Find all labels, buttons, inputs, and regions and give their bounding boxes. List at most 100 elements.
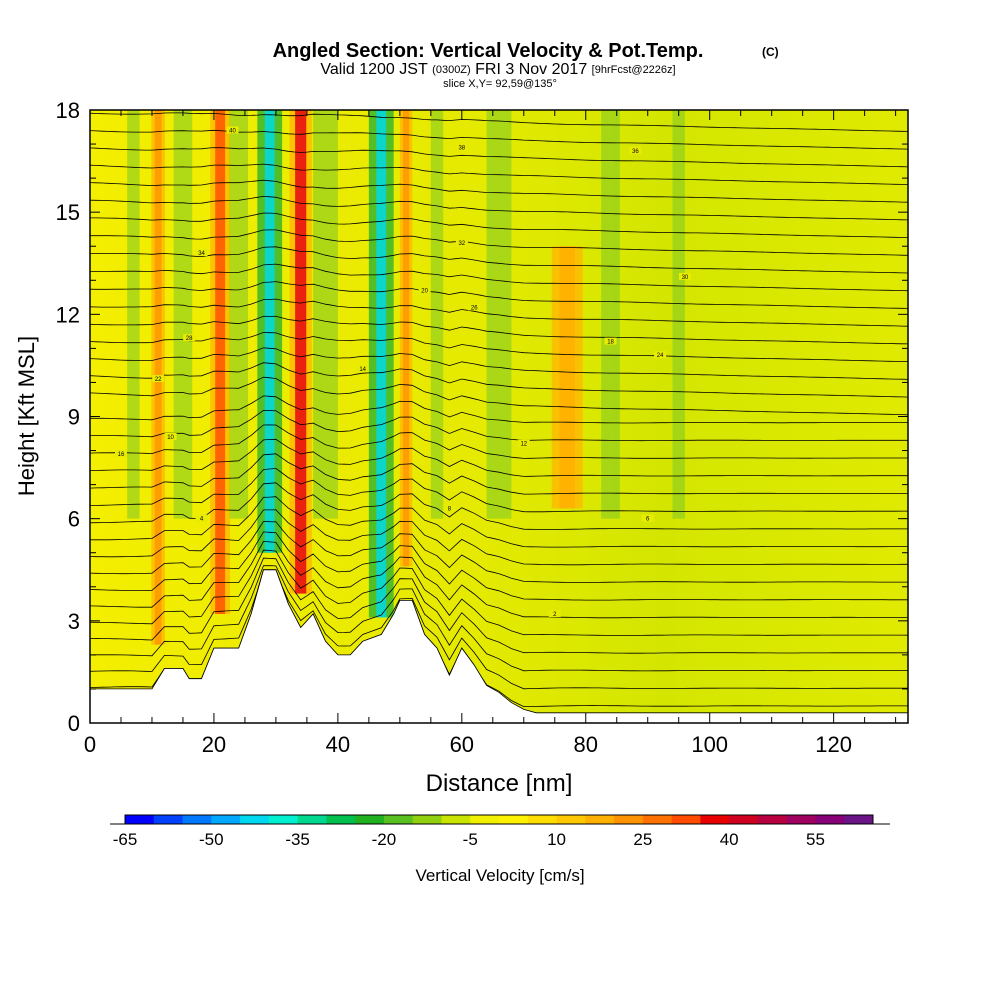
contour-label: 30 <box>682 275 689 281</box>
colorbar-swatch <box>125 815 155 824</box>
theta-contour-line <box>90 565 908 672</box>
contour-label-bg <box>195 249 208 257</box>
chart-title-mark: (C) <box>762 45 779 59</box>
sink-band <box>672 110 685 519</box>
colorbar-swatch <box>815 815 845 824</box>
colorbar-swatch <box>268 815 299 824</box>
colorbar-swatch <box>671 815 701 824</box>
theta-contour-line <box>90 549 908 636</box>
contour-label: 12 <box>520 442 527 448</box>
theta-contour-line <box>90 347 908 380</box>
colorbar-swatch <box>527 815 558 824</box>
contour-label-bg <box>164 432 177 440</box>
theta-contour-line <box>90 147 908 168</box>
contour-label: 14 <box>359 367 366 373</box>
terrain-profile <box>90 569 908 723</box>
sink-band <box>313 110 338 519</box>
y-tick-label: 9 <box>68 405 80 430</box>
theta-contour-line <box>90 557 908 654</box>
x-tick-label: 120 <box>815 732 852 757</box>
x-axis-label: Distance [nm] <box>426 770 573 797</box>
theta-contour-line <box>90 395 908 424</box>
colorbar-swatch <box>297 815 327 824</box>
theta-contour-line <box>90 569 908 690</box>
y-tick-label: 12 <box>56 302 80 327</box>
colorbar-swatch <box>757 815 788 824</box>
updraft-band <box>295 110 307 594</box>
x-tick-label: 40 <box>326 732 350 757</box>
contour-label: 40 <box>229 128 236 134</box>
chart-title: Angled Section: Vertical Velocity & Pot.… <box>273 40 704 62</box>
colorbar-swatch <box>470 815 500 824</box>
colorbar-swatch <box>383 815 414 824</box>
contour-label-bg <box>604 337 617 345</box>
contour-label-bg <box>548 610 561 618</box>
colorbar-tick-label: 55 <box>806 830 825 849</box>
y-tick-label: 3 <box>68 609 80 634</box>
sink-band <box>173 110 193 519</box>
contour-label: 8 <box>448 506 452 512</box>
theta-contour-line <box>90 179 908 203</box>
colorbar-swatch <box>211 815 241 824</box>
subtitle-utc: (0300Z) <box>432 64 471 76</box>
contour-label-bg <box>152 375 165 383</box>
theta-contour-line <box>90 281 908 309</box>
contour-label-bg <box>443 504 456 512</box>
sink-band <box>430 110 444 519</box>
theta-contour-line <box>90 520 908 583</box>
theta-contour-line <box>90 112 908 132</box>
sink-band <box>127 110 140 519</box>
colorbar-swatch <box>700 815 730 824</box>
subtitle-date: FRI 3 Nov 2017 <box>475 61 587 78</box>
contour-label: 16 <box>118 452 125 458</box>
theta-contour-line <box>90 246 908 274</box>
subtitle-forecast: [9hrFcst@2226z] <box>592 64 676 76</box>
colorbar-swatch <box>642 815 673 824</box>
contour-label-bg <box>654 351 667 359</box>
y-tick-label: 6 <box>68 507 80 532</box>
theta-contour-line <box>90 298 908 327</box>
contour-label: 2 <box>553 612 557 618</box>
sink-band <box>601 110 620 519</box>
theta-contour-line <box>90 212 908 238</box>
y-tick-label: 15 <box>56 200 80 225</box>
colorbar-swatch <box>585 815 615 824</box>
colorbar-swatch <box>844 815 874 824</box>
y-tick-label: 18 <box>56 98 80 123</box>
theta-contour-line <box>90 540 908 619</box>
contour-label: 20 <box>421 288 428 294</box>
colorbar-swatch <box>614 815 644 824</box>
theta-contour-line <box>90 509 908 566</box>
theta-contour-line <box>90 362 908 398</box>
subtitle-lead: Valid 1200 JST <box>320 61 428 78</box>
updraft-band <box>559 246 575 509</box>
theta-contour-line <box>90 453 908 495</box>
theta-contour-line <box>90 467 908 513</box>
colorbar-tick-label: -50 <box>199 830 224 849</box>
theta-contour-line <box>90 163 908 185</box>
contour-label-bg <box>468 303 481 311</box>
slice-label: slice X,Y= 92,59@135° <box>443 78 557 90</box>
contour-label-bg <box>183 334 196 342</box>
colorbar-tick-label: 40 <box>720 830 739 849</box>
theta-contour-line <box>90 376 908 416</box>
y-tick-label: 0 <box>68 711 80 736</box>
colorbar-tick-label: -65 <box>113 830 138 849</box>
x-tick-label: 0 <box>84 732 96 757</box>
theta-contour-line <box>90 129 908 150</box>
contour-label: 26 <box>471 306 478 312</box>
contour-label: 6 <box>646 517 650 523</box>
colorbar-swatch <box>412 815 442 824</box>
colorbar: -65 -50 -35 -20 -5 10 25 40 55 <box>110 814 890 849</box>
theta-contour-line <box>90 409 908 442</box>
theta-contours: 40 38 36 34 32 30 28 26 24 22 20 18 16 14 12 10 8 6 4 2 <box>90 112 908 708</box>
theta-contour-line <box>90 482 908 530</box>
sink-band <box>229 110 249 519</box>
colorbar-swatch <box>441 815 471 824</box>
x-tick-label: 100 <box>691 732 728 757</box>
theta-contour-line <box>90 315 908 345</box>
colorbar-tick-label: 10 <box>547 830 566 849</box>
